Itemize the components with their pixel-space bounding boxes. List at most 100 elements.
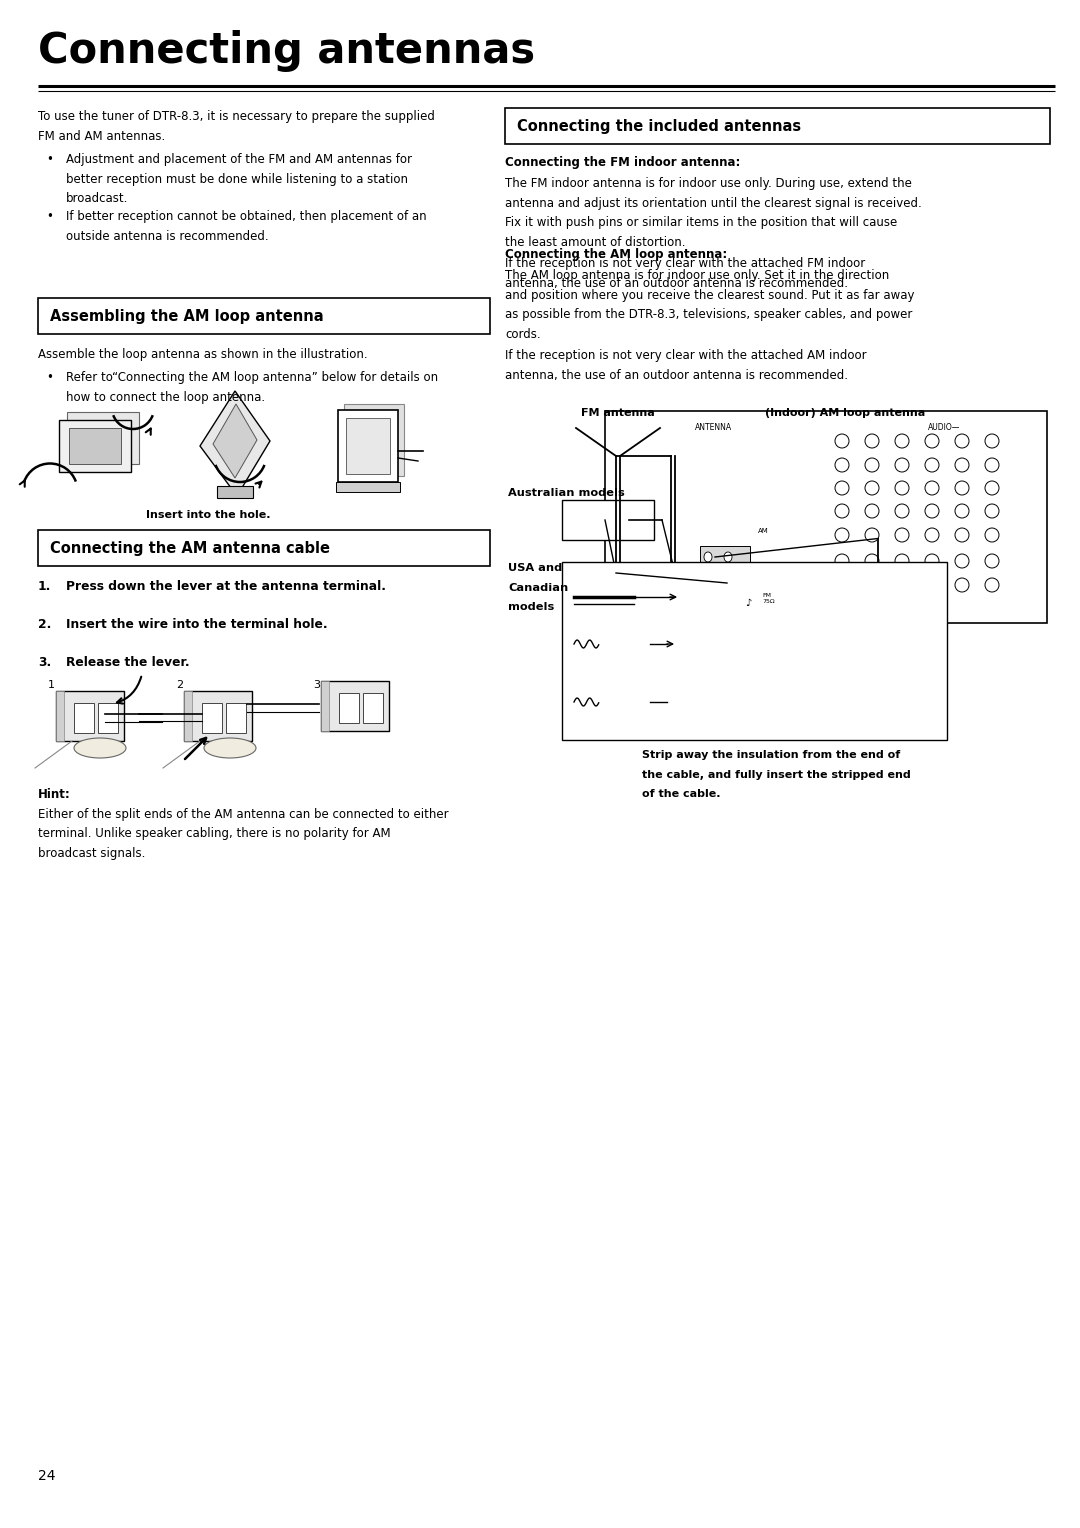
Text: Insert the wire into the terminal hole.: Insert the wire into the terminal hole. bbox=[66, 617, 327, 631]
Text: Release the lever.: Release the lever. bbox=[66, 656, 190, 669]
Ellipse shape bbox=[924, 481, 939, 495]
Ellipse shape bbox=[835, 504, 849, 518]
FancyBboxPatch shape bbox=[829, 417, 927, 529]
Text: Canadian: Canadian bbox=[508, 582, 568, 593]
Bar bbox=[38, 298, 490, 335]
Ellipse shape bbox=[724, 552, 732, 562]
Ellipse shape bbox=[924, 578, 939, 591]
Text: The FM indoor antenna is for indoor use only. During use, extend the: The FM indoor antenna is for indoor use … bbox=[505, 177, 912, 189]
Text: Connecting the FM indoor antenna:: Connecting the FM indoor antenna: bbox=[505, 156, 741, 170]
Bar bbox=[562, 562, 947, 740]
Text: broadcast signals.: broadcast signals. bbox=[38, 847, 146, 859]
Text: Strip away the insulation from the end of: Strip away the insulation from the end o… bbox=[642, 750, 901, 759]
Bar bbox=[612, 558, 624, 576]
Ellipse shape bbox=[750, 578, 761, 588]
Ellipse shape bbox=[924, 458, 939, 472]
Bar bbox=[338, 410, 399, 481]
Text: as possible from the DTR-8.3, televisions, speaker cables, and power: as possible from the DTR-8.3, television… bbox=[505, 309, 913, 321]
Text: The AM loop antenna is for indoor use only. Set it in the direction: The AM loop antenna is for indoor use on… bbox=[505, 269, 889, 283]
Bar bbox=[56, 691, 124, 741]
Text: FM and AM antennas.: FM and AM antennas. bbox=[38, 130, 165, 142]
Text: antenna, the use of an outdoor antenna is recommended.: antenna, the use of an outdoor antenna i… bbox=[505, 368, 848, 382]
Ellipse shape bbox=[569, 503, 607, 538]
Ellipse shape bbox=[985, 578, 999, 591]
Polygon shape bbox=[200, 391, 270, 497]
Text: Either of the split ends of the AM antenna can be connected to either: Either of the split ends of the AM anten… bbox=[38, 807, 448, 821]
Text: 1.: 1. bbox=[38, 581, 52, 593]
Ellipse shape bbox=[835, 529, 849, 542]
Text: the cable, and fully insert the stripped end: the cable, and fully insert the stripped… bbox=[642, 770, 910, 779]
Bar bbox=[184, 691, 252, 741]
Bar bbox=[667, 558, 679, 576]
Text: how to connect the loop antenna.: how to connect the loop antenna. bbox=[66, 391, 265, 403]
Ellipse shape bbox=[985, 504, 999, 518]
Ellipse shape bbox=[955, 555, 969, 568]
Ellipse shape bbox=[895, 434, 909, 448]
Text: ANTENNA: ANTENNA bbox=[696, 423, 732, 432]
Text: 2.: 2. bbox=[38, 617, 52, 631]
Ellipse shape bbox=[865, 529, 879, 542]
Ellipse shape bbox=[615, 626, 649, 662]
Bar bbox=[217, 486, 253, 498]
Ellipse shape bbox=[704, 571, 712, 582]
Ellipse shape bbox=[955, 504, 969, 518]
Text: terminal. Unlike speaker cabling, there is no polarity for AM: terminal. Unlike speaker cabling, there … bbox=[38, 827, 391, 840]
Text: •: • bbox=[46, 371, 53, 384]
Bar bbox=[363, 694, 383, 723]
Text: Insert into the hole.: Insert into the hole. bbox=[146, 510, 270, 520]
Ellipse shape bbox=[753, 565, 771, 584]
Bar bbox=[346, 419, 390, 474]
Text: Press down the lever at the antenna terminal.: Press down the lever at the antenna term… bbox=[66, 581, 386, 593]
Text: AM: AM bbox=[758, 529, 769, 533]
Ellipse shape bbox=[865, 481, 879, 495]
Bar bbox=[336, 481, 400, 492]
Ellipse shape bbox=[615, 685, 649, 720]
Text: antenna and adjust its orientation until the clearest signal is received.: antenna and adjust its orientation until… bbox=[505, 197, 921, 209]
Text: Adjustment and placement of the FM and AM antennas for: Adjustment and placement of the FM and A… bbox=[66, 153, 411, 167]
Text: and position where you receive the clearest sound. Put it as far away: and position where you receive the clear… bbox=[505, 289, 915, 301]
Text: 1: 1 bbox=[48, 680, 55, 691]
Bar bbox=[700, 565, 750, 588]
Text: 3: 3 bbox=[313, 680, 320, 691]
Ellipse shape bbox=[985, 458, 999, 472]
Bar bbox=[69, 428, 121, 465]
Bar bbox=[700, 545, 750, 568]
Ellipse shape bbox=[835, 578, 849, 591]
Text: Connecting antennas: Connecting antennas bbox=[38, 31, 535, 72]
Bar bbox=[607, 512, 629, 529]
Ellipse shape bbox=[895, 555, 909, 568]
Text: If the reception is not very clear with the attached AM indoor: If the reception is not very clear with … bbox=[505, 348, 866, 362]
Ellipse shape bbox=[704, 552, 712, 562]
Text: •: • bbox=[46, 209, 53, 223]
Ellipse shape bbox=[895, 504, 909, 518]
Text: 2: 2 bbox=[176, 680, 184, 691]
Text: antenna, the use of an outdoor antenna is recommended.: antenna, the use of an outdoor antenna i… bbox=[505, 277, 848, 289]
Text: better reception must be done while listening to a station: better reception must be done while list… bbox=[66, 173, 408, 185]
Text: FM
75Ω: FM 75Ω bbox=[762, 593, 774, 604]
Text: Australian models: Australian models bbox=[508, 487, 624, 498]
Ellipse shape bbox=[924, 555, 939, 568]
Ellipse shape bbox=[985, 529, 999, 542]
Text: Fix it with push pins or similar items in the position that will cause: Fix it with push pins or similar items i… bbox=[505, 215, 897, 229]
Text: Connecting the AM loop antenna:: Connecting the AM loop antenna: bbox=[505, 248, 727, 261]
Ellipse shape bbox=[955, 458, 969, 472]
Bar bbox=[75, 703, 94, 733]
Text: If better reception cannot be obtained, then placement of an: If better reception cannot be obtained, … bbox=[66, 209, 427, 223]
Ellipse shape bbox=[835, 555, 849, 568]
Text: ♪: ♪ bbox=[745, 597, 752, 608]
Ellipse shape bbox=[865, 504, 879, 518]
Ellipse shape bbox=[741, 568, 769, 597]
Bar bbox=[56, 691, 64, 741]
Ellipse shape bbox=[865, 434, 879, 448]
Text: Assembling the AM loop antenna: Assembling the AM loop antenna bbox=[50, 309, 324, 324]
Text: cords.: cords. bbox=[505, 327, 541, 341]
Text: FM antenna: FM antenna bbox=[581, 408, 654, 419]
Ellipse shape bbox=[835, 434, 849, 448]
Text: Hint:: Hint: bbox=[38, 788, 71, 801]
Text: of the cable.: of the cable. bbox=[642, 788, 720, 799]
Text: (Indoor) AM loop antenna: (Indoor) AM loop antenna bbox=[765, 408, 926, 419]
Bar bbox=[98, 703, 118, 733]
Bar bbox=[38, 530, 490, 565]
Ellipse shape bbox=[985, 434, 999, 448]
Ellipse shape bbox=[895, 578, 909, 591]
